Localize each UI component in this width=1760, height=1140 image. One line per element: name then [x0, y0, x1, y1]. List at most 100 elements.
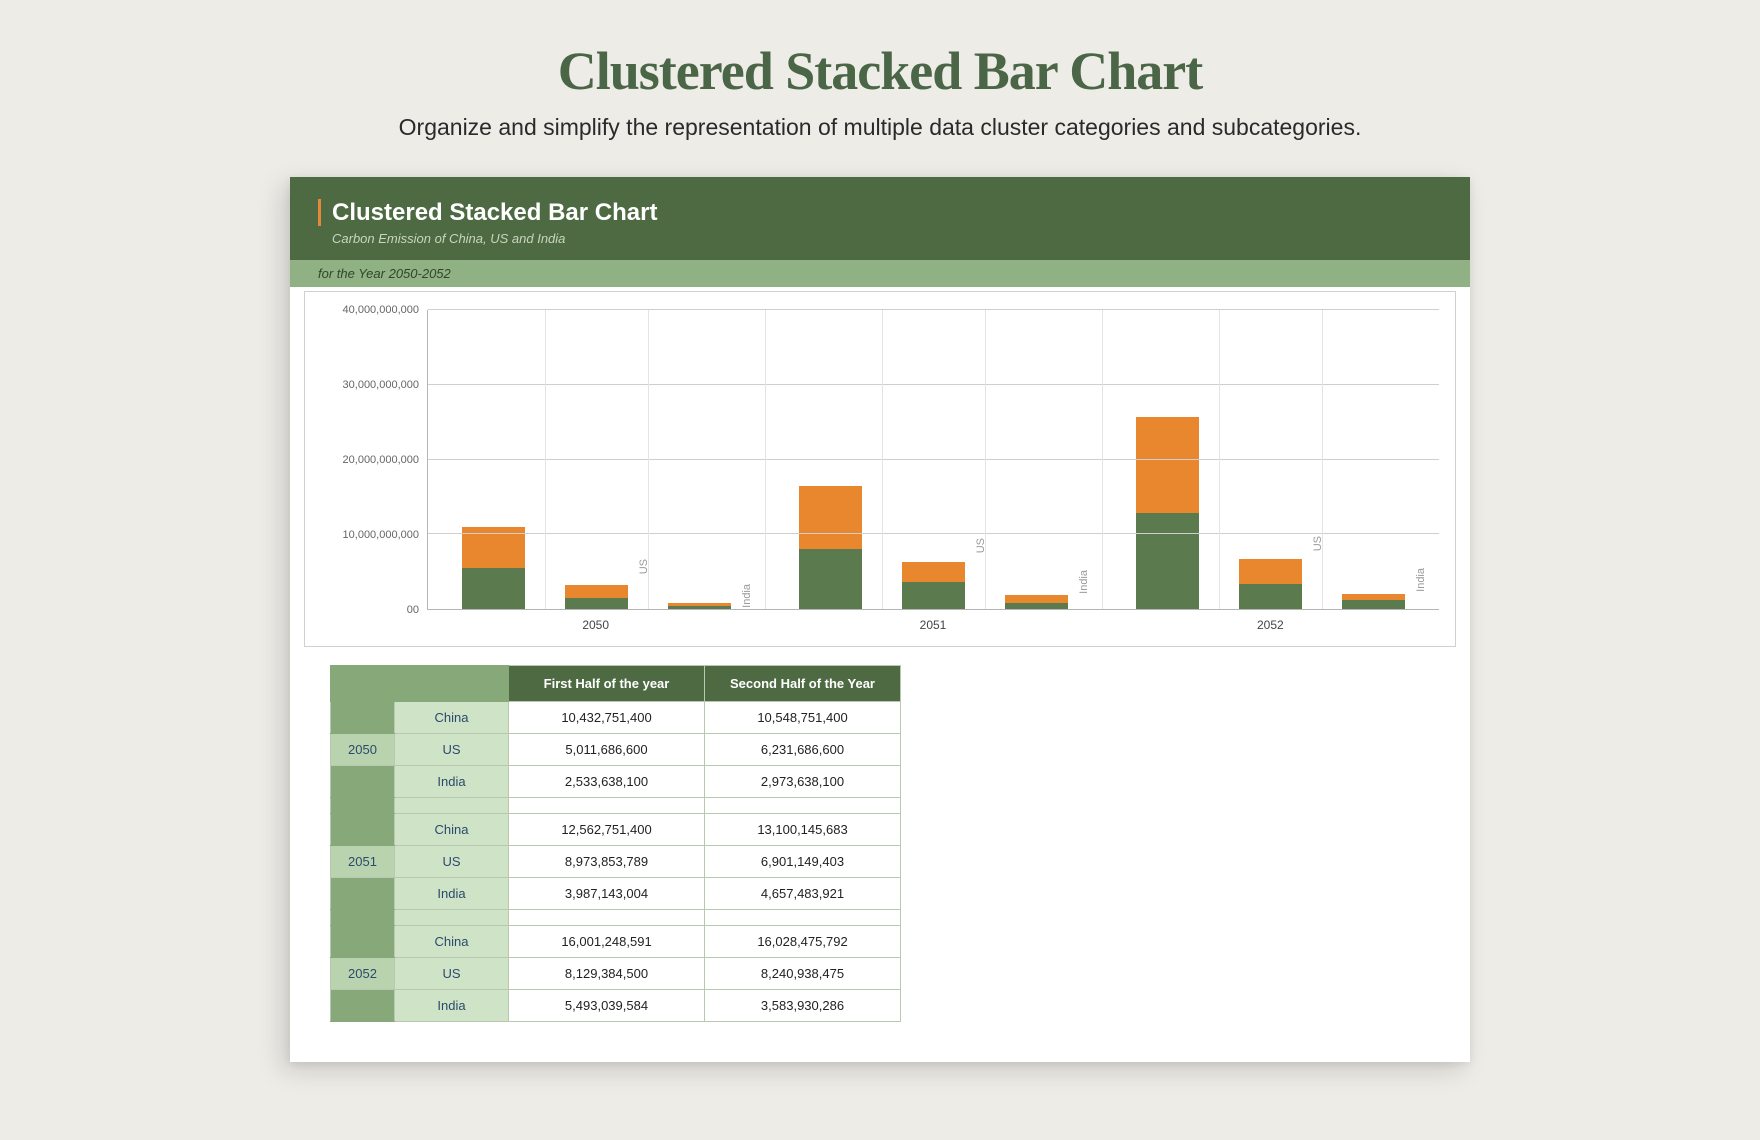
table-row: India5,493,039,5843,583,930,286	[331, 990, 901, 1022]
bar-segment-lower	[799, 549, 862, 609]
x-category-label: 2052	[1102, 618, 1439, 640]
chart-plot: China US India China US India China US India	[427, 310, 1439, 610]
bar-segment-upper	[1239, 559, 1302, 584]
table-spacer-row	[331, 910, 901, 926]
table-value-cell: 5,493,039,584	[509, 990, 705, 1022]
y-tick-label: 10,000,000,000	[343, 529, 419, 541]
table-value-cell: 16,028,475,792	[705, 926, 901, 958]
table-year-side	[331, 990, 395, 1022]
gridline	[428, 384, 1439, 385]
x-category-label: 2051	[764, 618, 1101, 640]
bar-country-label: India	[1415, 568, 1427, 592]
table-value-cell: 3,583,930,286	[705, 990, 901, 1022]
bar-segment-lower	[1136, 513, 1199, 609]
bar-segment-lower	[668, 606, 731, 609]
bar-2052-us: US	[1239, 487, 1302, 609]
vgridline	[648, 310, 649, 609]
table-year-cell: 2051	[331, 846, 395, 878]
bar-segment-upper	[1005, 595, 1068, 603]
table-country-cell: India	[395, 766, 509, 798]
chart-container: 0010,000,000,00020,000,000,00030,000,000…	[304, 291, 1456, 647]
table-row: 2052US8,129,384,5008,240,938,475	[331, 958, 901, 990]
bar-2050-india: India	[668, 568, 731, 609]
table-value-cell: 8,973,853,789	[509, 846, 705, 878]
table-value-cell: 12,562,751,400	[509, 814, 705, 846]
bar-segment-upper	[1136, 417, 1199, 513]
table-value-cell: 6,901,149,403	[705, 846, 901, 878]
chart-area: 0010,000,000,00020,000,000,00030,000,000…	[321, 310, 1439, 610]
table-value-cell: 8,129,384,500	[509, 958, 705, 990]
table-year-cell: 2050	[331, 734, 395, 766]
table-country-cell: India	[395, 878, 509, 910]
bar-2051-china: China	[799, 417, 862, 609]
bar-segment-upper	[1342, 594, 1405, 600]
table-row: India3,987,143,0044,657,483,921	[331, 878, 901, 910]
table-value-cell: 6,231,686,600	[705, 734, 901, 766]
vgridline	[985, 310, 986, 609]
table-value-cell: 16,001,248,591	[509, 926, 705, 958]
bar-2052-india: India	[1342, 541, 1405, 609]
gridline	[428, 459, 1439, 460]
bar-2052-china: China	[1136, 370, 1199, 609]
vgridline	[765, 310, 766, 609]
table-header-row: First Half of the yearSecond Half of the…	[331, 666, 901, 702]
bar-segment-upper	[668, 603, 731, 606]
page-subtitle: Organize and simplify the representation…	[0, 114, 1760, 141]
table-value-cell: 3,987,143,004	[509, 878, 705, 910]
bar-segment-lower	[1005, 603, 1068, 609]
table-year-side	[331, 814, 395, 846]
bar-segment-lower	[462, 568, 525, 609]
sheet-title: Clustered Stacked Bar Chart	[332, 199, 1442, 227]
vgridline	[1219, 310, 1220, 609]
bar-2050-china: China	[462, 452, 525, 609]
sheet-container: Clustered Stacked Bar Chart Carbon Emiss…	[290, 177, 1470, 1062]
page-title: Clustered Stacked Bar Chart	[0, 40, 1760, 102]
bars-layer: China US India China US India China US India	[428, 310, 1439, 609]
y-tick-label: 00	[407, 604, 419, 616]
bar-2050-us: US	[565, 525, 628, 609]
gridline	[428, 533, 1439, 534]
table-year-side	[331, 926, 395, 958]
table-year-side	[331, 878, 395, 910]
table-row: 2050US5,011,686,6006,231,686,600	[331, 734, 901, 766]
bar-country-label: India	[1078, 570, 1090, 594]
bar-segment-upper	[902, 562, 965, 582]
table-country-cell: China	[395, 926, 509, 958]
x-category-label: 2050	[427, 618, 764, 640]
bar-2051-us: US	[902, 490, 965, 609]
vgridline	[1102, 310, 1103, 609]
table-year-cell: 2052	[331, 958, 395, 990]
y-tick-label: 40,000,000,000	[343, 304, 419, 316]
table-value-cell: 13,100,145,683	[705, 814, 901, 846]
table-value-cell: 10,548,751,400	[705, 702, 901, 734]
y-tick-label: 30,000,000,000	[343, 379, 419, 391]
table-spacer-row	[331, 798, 901, 814]
table-row: 2051US8,973,853,7896,901,149,403	[331, 846, 901, 878]
table-value-cell: 4,657,483,921	[705, 878, 901, 910]
table-country-cell: US	[395, 734, 509, 766]
table-value-cell: 5,011,686,600	[509, 734, 705, 766]
sheet-header: Clustered Stacked Bar Chart Carbon Emiss…	[290, 177, 1470, 260]
table-value-cell: 2,973,638,100	[705, 766, 901, 798]
table-country-cell: China	[395, 702, 509, 734]
table-value-cell: 2,533,638,100	[509, 766, 705, 798]
sheet-subtitle: Carbon Emission of China, US and India	[332, 231, 1442, 246]
table-year-side	[331, 766, 395, 798]
y-axis: 0010,000,000,00020,000,000,00030,000,000…	[321, 310, 427, 610]
table-column-header: First Half of the year	[509, 666, 705, 702]
bar-segment-upper	[565, 585, 628, 598]
table-row: China16,001,248,59116,028,475,792	[331, 926, 901, 958]
table-country-cell: India	[395, 990, 509, 1022]
table-row: China10,432,751,40010,548,751,400	[331, 702, 901, 734]
bar-segment-lower	[565, 598, 628, 609]
bar-segment-lower	[1239, 584, 1302, 609]
gridline	[428, 309, 1439, 310]
vgridline	[1322, 310, 1323, 609]
bar-segment-lower	[1342, 600, 1405, 609]
sheet-strip: for the Year 2050-2052	[290, 260, 1470, 287]
table-country-cell: China	[395, 814, 509, 846]
table-column-header: Second Half of the Year	[705, 666, 901, 702]
table-header-blank	[331, 666, 395, 702]
bar-segment-lower	[902, 582, 965, 609]
x-axis: 205020512052	[427, 610, 1439, 640]
